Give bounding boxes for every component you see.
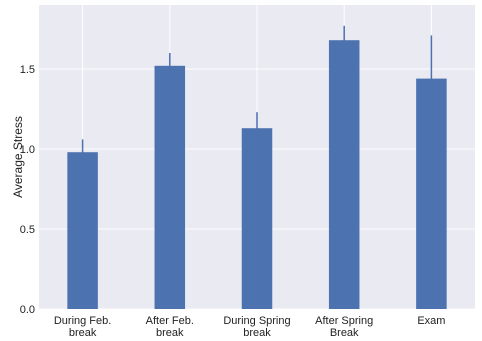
x-tick-label: After Feb. break	[146, 315, 194, 339]
bar	[328, 40, 360, 309]
y-tick-label: 0.0	[20, 304, 35, 316]
y-tick-label: 1.5	[20, 64, 35, 76]
bar	[67, 152, 98, 309]
x-tick-label: During Feb. break	[54, 315, 111, 339]
y-tick-label: 0.5	[20, 224, 35, 236]
x-tick-label: After Spring Break	[315, 315, 373, 339]
x-axis-ticks: During Feb. break After Feb. break During Sp…	[54, 315, 446, 339]
y-axis-ticks: 0.0 0.5 1.0 1.5	[20, 64, 35, 316]
error-bars-group	[81, 25, 433, 165]
x-tick-label: Exam	[417, 315, 445, 327]
bar	[241, 128, 273, 309]
bars-group	[67, 40, 447, 309]
x-tick-label: During Spring break	[223, 315, 290, 339]
y-tick-label: 1.0	[20, 144, 35, 156]
bar	[154, 65, 186, 309]
y-axis-label: Average Stress	[11, 116, 25, 198]
